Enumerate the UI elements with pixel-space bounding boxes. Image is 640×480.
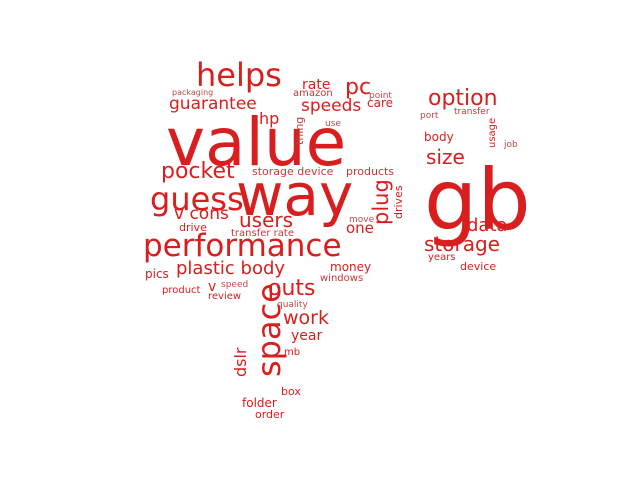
word-performance: performance	[143, 228, 342, 264]
word-quality: quality	[277, 300, 308, 310]
word-point: point	[369, 91, 392, 101]
word-dslr: dslr	[231, 347, 250, 377]
word-box: box	[281, 385, 301, 398]
word-usage: usage	[487, 117, 498, 148]
word-data: data	[467, 215, 508, 236]
word-pocket: pocket	[161, 159, 235, 184]
word-folder: folder	[242, 396, 277, 410]
word-option: option	[428, 86, 498, 111]
word-rate: rate	[302, 77, 331, 93]
word-way: way	[236, 161, 354, 229]
word-mb: mb	[284, 347, 301, 358]
word-value: value	[166, 104, 347, 181]
word-speeds: speeds	[301, 96, 362, 116]
word-drive: drive	[179, 221, 207, 234]
word-port: port	[420, 111, 439, 121]
word-v: v	[208, 279, 217, 295]
word-gb: gb	[424, 151, 531, 249]
word-amazon: amazon	[293, 88, 333, 99]
word-pc: pc	[345, 75, 372, 100]
word-guess: guess	[150, 180, 244, 218]
word-guarantee: guarantee	[169, 94, 257, 114]
word-storage: storage	[424, 232, 500, 256]
word-size: size	[426, 145, 465, 169]
word-thing: thing	[293, 116, 306, 145]
word-hp: hp	[259, 109, 280, 128]
word-transfer-rate: transfer rate	[231, 228, 294, 239]
word-job: job	[504, 140, 518, 150]
word-year: year	[291, 328, 323, 344]
word-one: one	[346, 219, 374, 237]
word-packaging: packaging	[172, 88, 214, 97]
word-body: body	[424, 130, 454, 144]
word-plastic-body: plastic body	[176, 258, 286, 279]
word-use: use	[325, 119, 341, 129]
word-product: product	[162, 285, 201, 296]
word-years: years	[428, 252, 456, 263]
word-device: device	[460, 260, 497, 273]
word-plug: plug	[369, 179, 393, 225]
word-pics: pics	[145, 267, 169, 281]
word-move: move	[349, 215, 375, 225]
word-money: money	[330, 260, 372, 274]
word-windows: windows	[320, 273, 364, 284]
word-transfer: transfer	[454, 107, 490, 117]
word-care: care	[367, 96, 394, 110]
word-v-cons: v cons	[174, 204, 229, 224]
word-review: review	[208, 291, 242, 302]
word-speed: speed	[221, 280, 249, 290]
word-order: order	[255, 408, 285, 421]
word-outs: outs	[268, 276, 316, 301]
word-drives: drives	[392, 185, 405, 219]
word-products: products	[346, 165, 395, 178]
word-users: users	[239, 208, 294, 232]
word-work: work	[283, 307, 329, 329]
word-storage-device: storage device	[252, 165, 334, 178]
word-helps: helps	[196, 56, 282, 94]
